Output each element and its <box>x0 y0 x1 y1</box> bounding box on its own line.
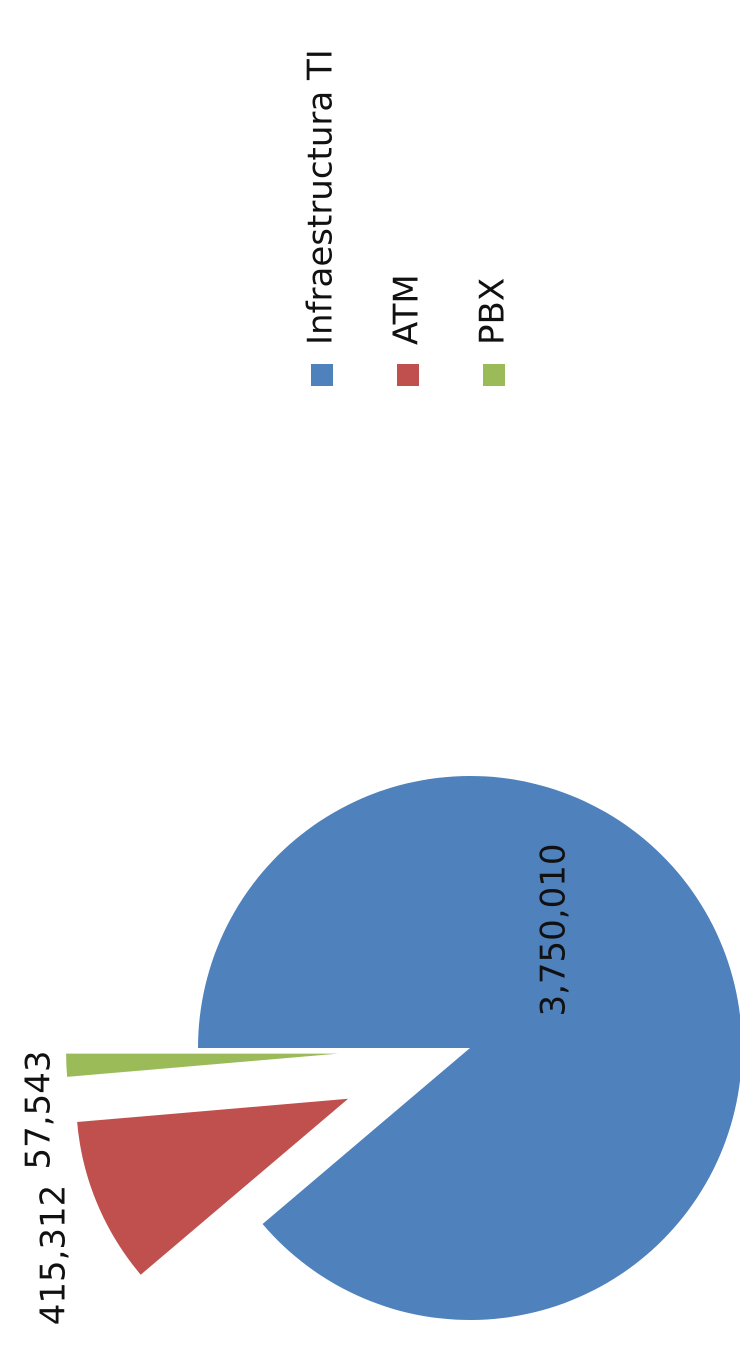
data-label: 3,750,010 <box>534 843 574 1016</box>
legend-swatch <box>397 364 419 386</box>
data-label: 57,543 <box>19 1051 59 1170</box>
pie-slice <box>198 776 740 1320</box>
legend-label: PBX <box>473 278 513 345</box>
pie-slice <box>66 1053 339 1077</box>
legend-swatch <box>311 364 333 386</box>
data-label: 415,312 <box>34 1185 74 1326</box>
legend-swatch <box>483 364 505 386</box>
legend-label: ATM <box>387 274 427 345</box>
legend-label: Infraestructura TI <box>301 49 341 345</box>
pie-slice <box>77 1098 349 1275</box>
